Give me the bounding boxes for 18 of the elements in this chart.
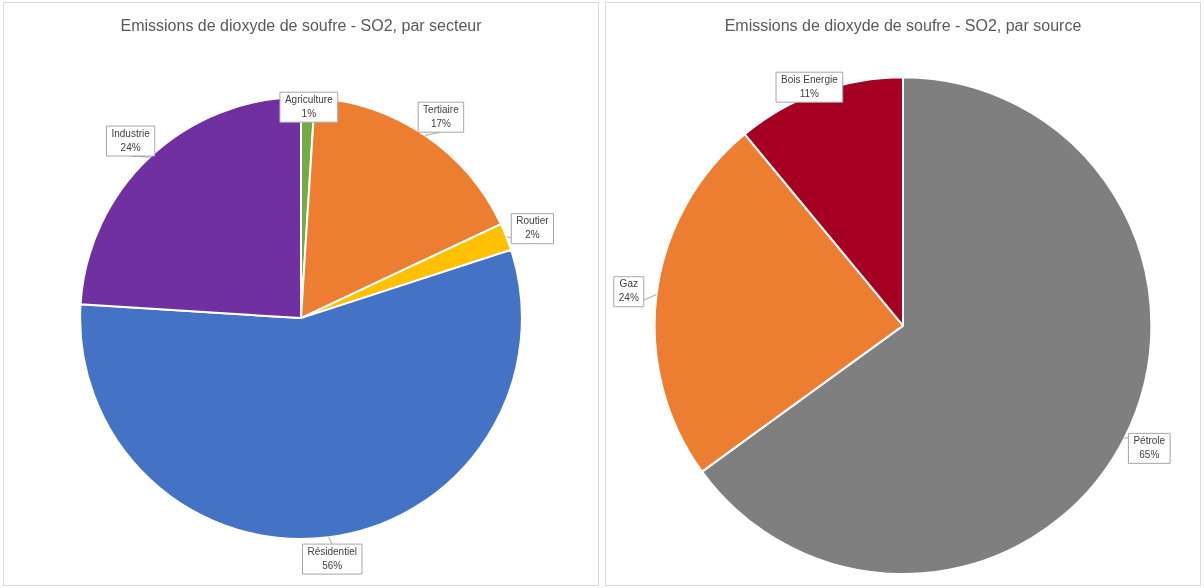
slice-label: Industrie bbox=[111, 127, 151, 139]
data-label: 24% bbox=[618, 292, 639, 304]
data-label: 1% bbox=[301, 107, 317, 119]
slice-label: Résidentiel bbox=[307, 545, 357, 557]
slice-label: Bois Energie bbox=[781, 73, 839, 85]
slice-label: Agriculture bbox=[284, 93, 334, 105]
data-label: 24% bbox=[120, 141, 141, 153]
data-label: 11% bbox=[799, 87, 820, 99]
data-label: 65% bbox=[1139, 449, 1160, 461]
data-label: 17% bbox=[430, 117, 452, 129]
slice-label: Routier bbox=[516, 215, 550, 227]
data-label: 56% bbox=[322, 559, 343, 571]
data-label: 2% bbox=[525, 229, 540, 241]
chart-title: Emissions de dioxyde de soufre - SO2, par secteur bbox=[120, 17, 483, 35]
slice-label: Pétrole bbox=[1133, 435, 1166, 447]
chart-title: Emissions de dioxyde de soufre - SO2, par source bbox=[724, 17, 1082, 35]
slice-label: Tertiaire bbox=[423, 103, 460, 115]
slice-label: Gaz bbox=[619, 278, 638, 290]
